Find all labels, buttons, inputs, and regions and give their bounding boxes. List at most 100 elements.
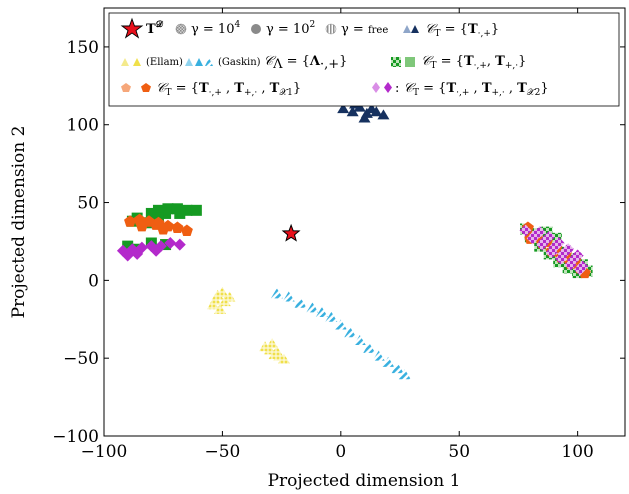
data-point-orange	[124, 215, 137, 227]
data-point-purple	[164, 237, 177, 250]
data-point-orange	[171, 221, 184, 233]
cluster-purple-right	[519, 224, 589, 276]
cluster-cyan-line	[270, 288, 411, 380]
x-tick-label: 0	[335, 442, 346, 462]
data-point-cyan-line	[315, 307, 328, 318]
data-point-green	[181, 204, 193, 216]
x-tick-label: −100	[81, 442, 128, 462]
plot-area	[116, 98, 593, 380]
legend-yellow-triangle-icon	[121, 58, 129, 66]
data-point-yellow-lower	[263, 344, 276, 355]
legend-label-ellam: (Ellam)	[146, 57, 183, 68]
x-tick-label: −50	[204, 442, 240, 462]
legend-orange-pentagon-icon-2	[141, 83, 151, 92]
data-point-cyan-line	[353, 335, 366, 346]
data-point-green	[122, 240, 134, 252]
data-point-orange	[135, 219, 148, 232]
legend-purple-diamond-icon	[372, 82, 380, 93]
legend-label-ct-2: 𝒞T = {T·,+, T+,·}	[421, 54, 526, 71]
y-tick-label: 150	[67, 38, 99, 58]
y-tick-label: 0	[88, 271, 99, 291]
data-point-cyan-line	[391, 363, 404, 374]
data-point-purple	[131, 247, 144, 260]
data-point-orange	[180, 224, 193, 237]
data-point-cyan-line	[334, 319, 347, 330]
cluster-yellow-lower	[259, 338, 290, 364]
data-point-green	[190, 204, 202, 216]
data-point-cyan-line	[294, 297, 307, 308]
data-point-yellow-upper	[209, 294, 222, 305]
data-point-yellow-lower	[266, 338, 279, 349]
cluster-purple	[116, 237, 186, 262]
data-point-purple-right	[519, 224, 532, 237]
y-tick-label: 100	[67, 116, 99, 136]
cluster-navy	[337, 98, 390, 123]
data-point-green	[152, 204, 164, 216]
data-point-green	[174, 207, 186, 219]
data-point-yellow-lower	[277, 353, 290, 364]
data-point-orange	[157, 223, 170, 235]
legend-purple-diamond-icon-2	[384, 82, 392, 93]
data-point-cyan-line	[282, 291, 295, 302]
legend-grey-circle-icon	[251, 24, 261, 34]
data-point-navy	[337, 103, 350, 114]
data-point-purple	[150, 244, 163, 257]
legend-cyan-triangle-icon-3	[205, 58, 213, 66]
data-point-cyan-line	[306, 302, 319, 313]
data-point-navy	[346, 106, 359, 117]
y-tick-label: 50	[77, 194, 99, 214]
y-axis-title: Projected dimension 2	[9, 126, 29, 319]
legend-green-square-icon	[405, 57, 415, 67]
data-point-cyan-line	[270, 288, 283, 299]
data-point-cyan-line	[398, 369, 411, 380]
y-tick-label: −50	[63, 349, 99, 369]
data-point-cyan-line	[344, 327, 357, 338]
cluster-orange	[124, 213, 193, 237]
data-point-purple-right	[562, 243, 575, 256]
plot-frame	[103, 7, 626, 437]
data-point-purple-right	[545, 246, 558, 259]
data-point-purple-right	[533, 226, 546, 239]
legend-cyan-triangle-icon-2	[195, 58, 203, 66]
data-point-purple-right	[526, 232, 539, 245]
legend-label-gaskin: (Gaskin) 𝒞Λ = {Λ·,+}	[218, 54, 347, 72]
data-point-purple-right	[571, 249, 584, 262]
data-point-cyan-line	[363, 342, 376, 353]
data-point-green	[160, 207, 172, 219]
y-axis-ticks: −100 −50 0 50 100 150	[52, 38, 625, 447]
legend-striped-circle-icon	[325, 23, 337, 35]
data-point-yellow-upper	[223, 291, 236, 302]
data-point-purple	[121, 249, 134, 262]
data-point-navy	[370, 106, 383, 117]
legend-box	[108, 12, 620, 107]
data-point-navy	[358, 112, 371, 123]
data-point-purple-right	[564, 258, 577, 271]
data-point-purple	[173, 238, 186, 251]
legend-label-gamma-1e4: γ = 104	[191, 20, 240, 37]
data-point-green	[145, 207, 157, 219]
legend-label-gamma-free: γ = free	[341, 22, 388, 37]
data-point-yellow-lower	[270, 345, 283, 356]
x-axis-title: Projected dimension 1	[268, 471, 461, 491]
x-tick-label: 50	[448, 442, 470, 462]
data-point-purple-right	[555, 252, 568, 265]
data-point-star	[281, 223, 301, 242]
data-point-purple-right	[552, 237, 565, 250]
legend-hatched-circle-icon	[175, 23, 187, 35]
legend: T𝒟 γ = 104 γ = 102 γ = free 𝒞T = {T·,+} …	[108, 12, 620, 107]
legend-yellow-triangle-icon-2	[133, 58, 141, 66]
data-point-purple-right	[574, 263, 587, 276]
data-point-green-right	[541, 226, 553, 238]
legend-navy-triangle-icon	[403, 25, 411, 33]
legend-navy-triangle-icon-2	[411, 25, 419, 33]
x-axis-ticks: −100 −50 0 50 100	[81, 8, 594, 462]
data-point-yellow-upper	[216, 286, 229, 297]
data-point-navy	[377, 109, 390, 120]
data-point-green-right	[550, 232, 562, 244]
data-point-cyan-line	[372, 350, 385, 361]
data-point-purple-right	[536, 238, 549, 251]
data-point-green	[160, 239, 172, 251]
x-tick-label: 100	[561, 442, 593, 462]
legend-cyan-triangle-icon	[185, 58, 193, 66]
